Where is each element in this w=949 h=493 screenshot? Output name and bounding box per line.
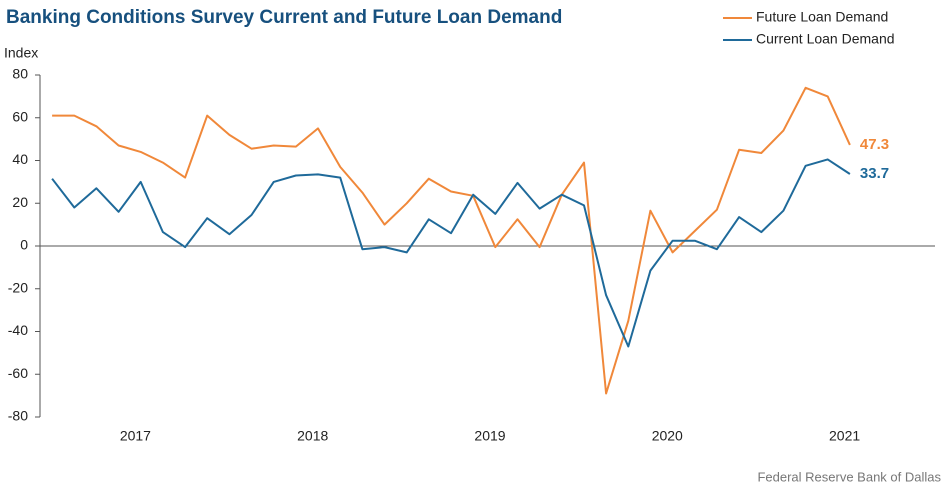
y-tick-label: -60 — [8, 365, 28, 381]
y-tick-label: -20 — [8, 279, 28, 295]
line-series — [51, 158, 851, 348]
x-tick-label: 2017 — [120, 428, 151, 444]
y-tick-label: 20 — [12, 194, 28, 210]
x-tick-label: 2018 — [297, 428, 328, 444]
source: Federal Reserve Bank of Dallas — [757, 469, 941, 484]
end-label: 47.3 — [860, 136, 889, 153]
y-axis-label: Index — [4, 45, 38, 61]
chart-title: Banking Conditions Survey Current and Fu… — [6, 7, 562, 28]
y-tick-label: 0 — [20, 237, 28, 253]
x-tick-label: 2020 — [652, 428, 683, 444]
x-tick-label: 2019 — [474, 428, 505, 444]
line-series — [52, 86, 851, 395]
end-label: 33.7 — [860, 165, 889, 182]
legend-label: Current Loan Demand — [756, 31, 895, 47]
y-tick-label: 40 — [12, 151, 28, 167]
legend-label: Future Loan Demand — [756, 9, 888, 25]
y-tick-label: -80 — [8, 408, 28, 424]
y-tick-label: 60 — [12, 108, 28, 124]
y-tick-label: 80 — [12, 66, 28, 82]
x-tick-label: 2021 — [829, 428, 860, 444]
y-tick-label: -40 — [8, 322, 28, 338]
